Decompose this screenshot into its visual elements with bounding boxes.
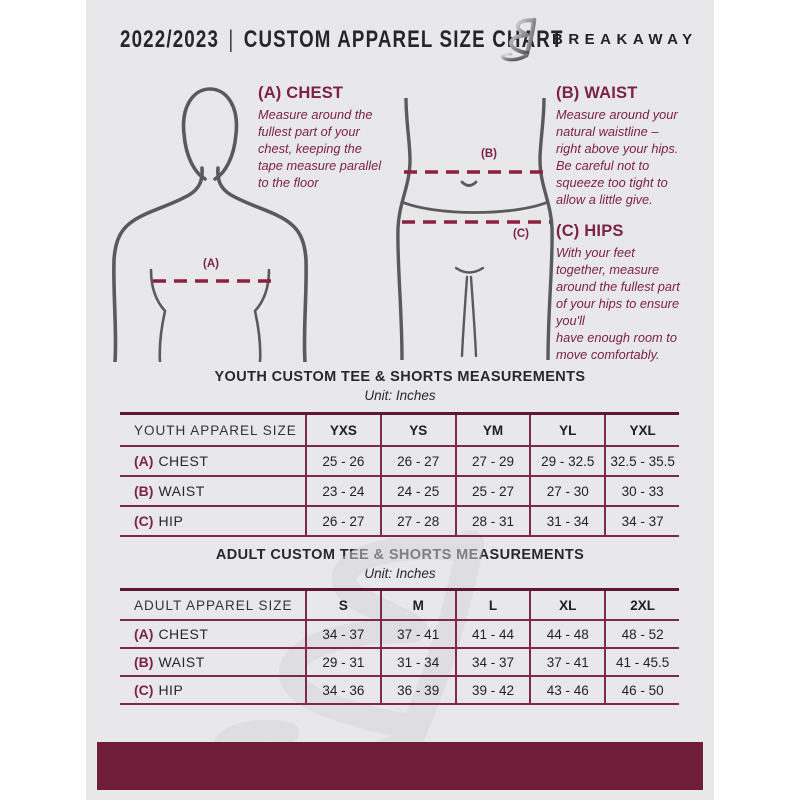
table-row-waist: (B) WAIST 29 - 31 31 - 34 34 - 37 37 - 41… (120, 647, 679, 675)
poster-page: 2022/2023 | CUSTOM APPAREL SIZE CHART (86, 0, 714, 800)
size-cell: 25 - 26 (305, 447, 380, 475)
row-label: CHEST (158, 453, 209, 469)
size-cell: 26 - 27 (379, 447, 455, 475)
adult-size-table: ADULT APPAREL SIZE S M L XL 2XL (A) CHEST… (120, 588, 679, 705)
size-cell: 32.5 - 35.5 (604, 447, 679, 475)
size-col-header: 2XL (604, 591, 679, 619)
size-col-header: L (454, 591, 530, 619)
figure-right-inner-leg (469, 275, 478, 358)
waist-marker-label: (B) (481, 148, 497, 160)
figure-head (181, 87, 239, 181)
row-prefix: (C) (134, 513, 154, 529)
size-cell: 34 - 37 (454, 649, 530, 675)
size-cell: 34 - 37 (305, 621, 380, 647)
youth-size-label: YOUTH APPAREL SIZE (134, 422, 297, 438)
size-cell: 43 - 46 (529, 677, 604, 703)
table-row-hip: (C) HIP 26 - 27 27 - 28 28 - 31 31 - 34 3… (120, 505, 679, 535)
size-cell: 39 - 42 (454, 677, 530, 703)
hips-instructions: With your feet together, measure around … (556, 245, 680, 362)
size-cell: 27 - 29 (454, 447, 530, 475)
lower-body-figure (392, 98, 558, 360)
table-row-hip: (C) HIP 34 - 36 36 - 39 39 - 42 43 - 46 4… (120, 675, 679, 703)
footer-bar (97, 742, 703, 790)
row-label: HIP (158, 682, 184, 698)
size-cell: 34 - 36 (305, 677, 380, 703)
size-cell: 34 - 37 (604, 507, 679, 535)
size-cell: 29 - 32.5 (529, 447, 604, 475)
brand-name: BREAKAWAY (552, 31, 698, 48)
adult-size-label: ADULT APPAREL SIZE (134, 597, 293, 613)
adult-table-unit: Unit: Inches (364, 566, 436, 581)
size-cell: 41 - 45.5 (604, 649, 679, 675)
size-cell: 36 - 39 (379, 677, 455, 703)
size-cell: 29 - 31 (305, 649, 380, 675)
size-col-header: XL (529, 591, 604, 619)
size-col-header: YS (379, 415, 455, 445)
size-cell: 24 - 25 (379, 477, 455, 505)
adult-header-row: ADULT APPAREL SIZE S M L XL 2XL (120, 591, 679, 619)
size-cell: 41 - 44 (454, 621, 530, 647)
size-cell: 28 - 31 (454, 507, 530, 535)
row-prefix: (A) (134, 626, 154, 642)
table-row-chest: (A) CHEST 25 - 26 26 - 27 27 - 29 29 - 32… (120, 445, 679, 475)
size-cell: 26 - 27 (305, 507, 380, 535)
youth-table-unit: Unit: Inches (364, 388, 436, 403)
size-cell: 25 - 27 (454, 477, 530, 505)
size-col-header: YM (454, 415, 530, 445)
youth-size-table: YOUTH APPAREL SIZE YXS YS YM YL YXL (A) C… (120, 412, 679, 537)
size-cell: 46 - 50 (604, 677, 679, 703)
table-row-chest: (A) CHEST 34 - 37 37 - 41 41 - 44 44 - 48… (120, 619, 679, 647)
size-cell: 37 - 41 (379, 621, 455, 647)
row-label: HIP (158, 513, 184, 529)
size-cell: 31 - 34 (379, 649, 455, 675)
row-prefix: (A) (134, 453, 154, 469)
size-cell: 44 - 48 (529, 621, 604, 647)
figure-left-inner-leg (460, 275, 469, 358)
upper-body-figure (110, 82, 310, 362)
row-label: CHEST (158, 626, 209, 642)
header-title: 2022/2023 | CUSTOM APPAREL SIZE CHART (120, 26, 689, 54)
size-col-header: YL (529, 415, 604, 445)
size-cell: 23 - 24 (305, 477, 380, 505)
figure-left-armpit (149, 268, 167, 362)
figure-right-armpit (253, 268, 271, 362)
size-cell: 27 - 28 (379, 507, 455, 535)
breakaway-logo-icon (496, 12, 548, 66)
size-cell: 31 - 34 (529, 507, 604, 535)
size-col-header: M (379, 591, 455, 619)
header-year: 2022/2023 (120, 26, 220, 53)
figure-right-shoulder (216, 166, 308, 362)
youth-header-row: YOUTH APPAREL SIZE YXS YS YM YL YXL (120, 415, 679, 445)
size-col-header: YXS (305, 415, 380, 445)
size-cell: 30 - 33 (604, 477, 679, 505)
header-separator: | (228, 26, 235, 53)
size-cell: 27 - 30 (529, 477, 604, 505)
figure-crotch (454, 266, 485, 274)
row-label: WAIST (158, 483, 205, 499)
table-row-waist: (B) WAIST 23 - 24 24 - 25 25 - 27 27 - 30… (120, 475, 679, 505)
size-col-header: S (305, 591, 380, 619)
size-cell: 37 - 41 (529, 649, 604, 675)
size-cell: 48 - 52 (604, 621, 679, 647)
figure-left-hip-side (396, 98, 412, 360)
chest-marker-label: (A) (203, 258, 219, 270)
youth-table-title: YOUTH CUSTOM TEE & SHORTS MEASUREMENTS (214, 369, 586, 385)
figure-left-shoulder (112, 166, 204, 362)
chest-instructions: Measure around the fullest part of your … (258, 107, 382, 190)
row-prefix: (B) (134, 654, 154, 670)
figure-waist-crease (400, 200, 550, 214)
waist-instructions: Measure around your natural waistline – … (556, 107, 679, 207)
size-col-header: YXL (604, 415, 679, 445)
figure-right-hip-side (538, 98, 554, 360)
chest-heading: (A) CHEST (258, 84, 344, 102)
waist-heading: (B) WAIST (556, 84, 638, 102)
hip-marker-label: (C) (513, 228, 529, 240)
figure-navel (460, 180, 478, 187)
row-label: WAIST (158, 654, 205, 670)
hips-heading: (C) HIPS (556, 222, 624, 240)
row-prefix: (B) (134, 483, 154, 499)
row-prefix: (C) (134, 682, 154, 698)
page-title: CUSTOM APPAREL SIZE CHART (243, 26, 564, 53)
